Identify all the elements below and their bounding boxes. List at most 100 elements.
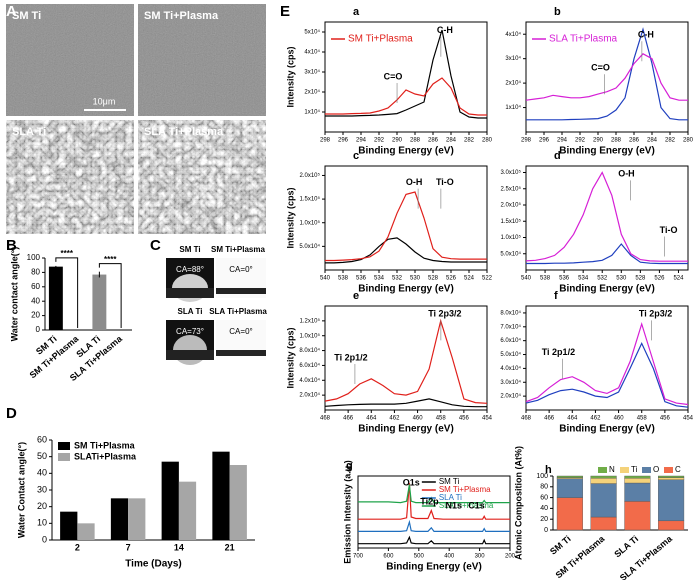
annotation: C-H: [638, 30, 654, 40]
x-tick-label: 296: [338, 138, 349, 144]
y-axis-label: Intensity (cps): [285, 327, 295, 388]
y-tick-label: 1.2x10⁵: [299, 317, 320, 324]
x-tick-label: 466: [343, 416, 354, 422]
x-tick-label: 288: [410, 138, 421, 144]
x-tick-label: 298: [320, 138, 331, 144]
x-axis-label: Binding Energy (eV): [386, 562, 482, 573]
sem-image: [6, 120, 134, 234]
bar: [128, 498, 146, 540]
panel-label: D: [6, 405, 17, 422]
legend-swatch: [58, 453, 70, 461]
y-tick-label: 4.0x10⁴: [500, 365, 521, 372]
x-tick-label: 286: [428, 138, 439, 144]
image-label: SM Ti+Plasma: [144, 10, 219, 22]
chart-label: a: [353, 6, 360, 18]
y-tick-label: 5.0x10⁴: [299, 243, 320, 250]
sem-image: [138, 120, 266, 234]
y-tick-label: 2.0x10⁵: [500, 202, 521, 209]
y-tick-label: 2.5x10⁵: [500, 185, 521, 192]
legend-label: SLATi+Plasma: [74, 451, 137, 461]
x-tick-label: 282: [464, 138, 475, 144]
x-tick-label: 526: [446, 276, 457, 282]
bar-segment: [556, 478, 583, 498]
y-tick-label: 20: [31, 311, 40, 320]
y-tick-label: 3.0x10⁵: [500, 169, 521, 176]
y-tick-label: 60: [31, 282, 40, 291]
x-tick-label: 300: [475, 554, 486, 560]
x-tick-label: 524: [673, 276, 684, 282]
y-tick-label: 20: [37, 501, 47, 511]
x-tick-label: 284: [446, 138, 457, 144]
x-tick-label: 200: [505, 554, 516, 560]
image-label: SLA Ti+Plasma: [144, 126, 224, 138]
x-tick-label: 280: [482, 138, 493, 144]
y-tick-label: 50: [37, 451, 47, 461]
bar-segment: [658, 477, 685, 480]
bar-segment: [590, 477, 617, 484]
line: [525, 53, 688, 101]
y-tick-label: 1.0x10⁵: [500, 234, 521, 241]
y-tick-label: 10: [37, 518, 47, 528]
x-tick-label: 538: [338, 276, 349, 282]
chart-label: b: [554, 6, 561, 18]
annotation: O1s: [403, 478, 420, 488]
y-tick-label: 60: [37, 434, 47, 444]
x-tick-label: 536: [356, 276, 367, 282]
chart-label: f: [554, 290, 558, 302]
x-tick-label: 500: [414, 554, 425, 560]
y-tick-label: 1.0x10⁵: [299, 219, 320, 226]
sem-texture: [138, 4, 266, 116]
line: [324, 318, 488, 404]
y-tick-label: 6.0x10⁴: [299, 362, 320, 369]
bar-segment: [590, 483, 617, 518]
x-tick-label: 524: [464, 276, 475, 282]
panel-label: C: [150, 237, 161, 254]
annotation: C1s: [468, 501, 485, 511]
x-tick-label: 21: [225, 542, 235, 552]
legend-label: SM Ti+Plasma: [348, 34, 413, 45]
x-tick-label: 280: [683, 138, 694, 144]
annotation: C=O: [384, 71, 403, 81]
line: [358, 519, 510, 532]
x-tick-label: 284: [647, 138, 658, 144]
y-axis-label: Emission Intensity (a.u.): [342, 460, 352, 564]
angle-label: CA=0°: [229, 327, 252, 336]
x-tick-label: 288: [611, 138, 622, 144]
significance-label: ****: [104, 255, 117, 264]
legend-swatch: [620, 467, 629, 473]
x-tick-label: 600: [383, 554, 394, 560]
chart-label: c: [353, 150, 359, 162]
bar-segment: [658, 475, 685, 478]
y-tick-label: 1x10⁴: [304, 109, 320, 116]
y-tick-label: 20: [540, 516, 548, 523]
x-tick-label: 534: [578, 276, 589, 282]
x-tick-label: 460: [413, 416, 424, 422]
image-label: SM Ti: [179, 245, 200, 254]
y-tick-label: 5.0x10⁴: [500, 250, 521, 257]
x-tick-label: 538: [540, 276, 551, 282]
x-tick-label: 540: [521, 276, 532, 282]
bar: [178, 481, 197, 540]
bar: [110, 498, 129, 540]
y-tick-label: 100: [536, 473, 548, 480]
x-tick-label: 532: [392, 276, 403, 282]
x-axis-label: Binding Energy (eV): [358, 146, 454, 157]
annotation: N1s: [446, 501, 463, 511]
y-tick-label: 4x10⁴: [304, 49, 320, 56]
y-tick-label: 1.5x10⁵: [500, 218, 521, 225]
y-tick-label: 3x10⁴: [505, 55, 521, 62]
x-axis-label: Binding Energy (eV): [559, 284, 655, 295]
bar-segment: [624, 501, 651, 531]
x-tick-label: 464: [366, 416, 377, 422]
bar-segment: [556, 475, 583, 478]
x-tick-label: 14: [174, 542, 184, 552]
bar: [161, 461, 179, 540]
x-tick-label: 528: [428, 276, 439, 282]
x-tick-label: 466: [544, 416, 555, 422]
bar-segment: [658, 479, 685, 522]
y-tick-label: 2.0x10⁴: [500, 393, 521, 400]
x-tick-label: 296: [539, 138, 550, 144]
panel-label: E: [280, 3, 290, 20]
line: [526, 243, 688, 265]
